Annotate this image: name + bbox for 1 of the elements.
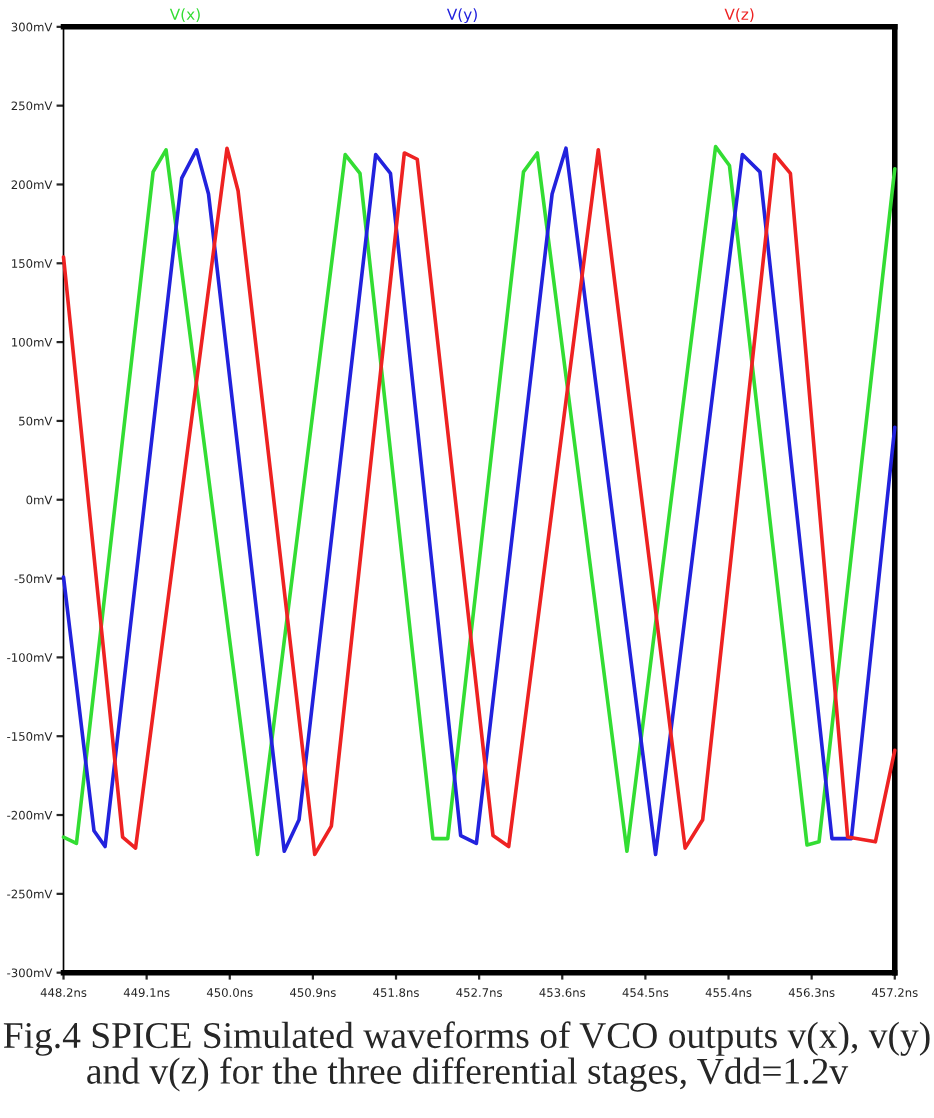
- caption: Fig.4 SPICE Simulated waveforms of VCO outputs v(x), v(y) and v(z) for the three differential stages, Vdd=1.2v: [3, 1021, 930, 1092]
